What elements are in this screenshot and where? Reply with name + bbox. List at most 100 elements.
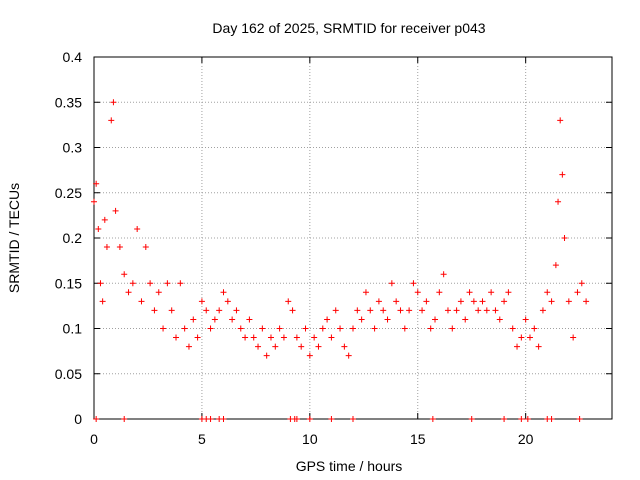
data-point [121, 416, 128, 422]
data-point [358, 316, 365, 323]
data-point [207, 325, 214, 332]
data-point [479, 298, 486, 305]
data-point [293, 416, 300, 422]
data-point [350, 416, 356, 422]
data-point [570, 334, 577, 341]
y-tick-label: 0.25 [55, 185, 82, 201]
data-point [328, 416, 335, 422]
data-point [116, 244, 123, 251]
data-point [250, 334, 257, 341]
data-point [514, 343, 521, 350]
data-point [306, 416, 313, 422]
data-point [552, 262, 559, 269]
data-point [147, 280, 154, 287]
data-point [341, 343, 348, 350]
data-point [168, 307, 175, 314]
data-point [259, 325, 266, 332]
data-point [432, 316, 439, 323]
data-point [276, 325, 283, 332]
data-point [436, 289, 443, 296]
data-point [526, 334, 533, 341]
data-point [345, 352, 352, 359]
x-tick-label: 0 [90, 431, 98, 447]
data-point [354, 307, 361, 314]
grid-lines [94, 57, 612, 419]
data-point [583, 298, 590, 305]
y-tick-label: 0.1 [63, 321, 83, 337]
x-tick-label: 20 [518, 431, 534, 447]
x-tick-label: 5 [198, 431, 206, 447]
data-point [440, 271, 447, 278]
data-point [91, 198, 97, 205]
data-point [293, 334, 300, 341]
data-point [263, 352, 270, 359]
data-point [388, 280, 395, 287]
data-point [468, 416, 475, 422]
data-point [177, 280, 184, 287]
data-point [224, 298, 231, 305]
data-point [555, 198, 562, 205]
data-point [522, 316, 529, 323]
y-tick-label: 0.15 [55, 275, 82, 291]
data-point [501, 298, 508, 305]
y-tick-label: 0 [74, 411, 82, 427]
data-point [524, 416, 531, 422]
data-point [185, 343, 192, 350]
data-point [544, 289, 551, 296]
data-point [207, 416, 214, 422]
data-point [505, 289, 512, 296]
data-point [548, 298, 555, 305]
data-point [108, 117, 115, 124]
data-point [509, 325, 516, 332]
data-point [565, 298, 572, 305]
data-point [289, 307, 296, 314]
data-point [488, 289, 495, 296]
data-point [298, 343, 305, 350]
data-point [237, 325, 244, 332]
data-point [429, 416, 436, 422]
data-point [449, 325, 456, 332]
data-point [242, 334, 249, 341]
data-point [255, 343, 262, 350]
data-point [350, 325, 356, 332]
data-point [220, 416, 227, 422]
x-tick-label: 10 [302, 431, 318, 447]
data-point [410, 280, 417, 287]
data-point [306, 352, 313, 359]
x-tick-label: 15 [410, 431, 426, 447]
data-point [220, 289, 227, 296]
data-point [406, 307, 413, 314]
data-point [518, 416, 525, 422]
data-point [548, 416, 555, 422]
data-point [444, 307, 451, 314]
axis-ticks: 0 0.05 0.1 0.15 0.2 0.25 0.3 0.35 0.4 0 5 10 15 20 [55, 49, 612, 447]
data-point [112, 207, 119, 214]
data-point [324, 316, 331, 323]
data-point [164, 280, 171, 287]
data-point [129, 280, 136, 287]
data-point [311, 334, 318, 341]
y-tick-label: 0.3 [63, 140, 83, 156]
data-point [280, 334, 287, 341]
chart-title: Day 162 of 2025, SRMTID for receiver p04… [212, 20, 485, 36]
data-point [99, 298, 106, 305]
data-point [462, 316, 469, 323]
data-point [285, 298, 292, 305]
data-point [101, 216, 108, 223]
data-point [332, 307, 339, 314]
data-point [315, 343, 322, 350]
data-point [375, 298, 382, 305]
data-point [319, 325, 326, 332]
y-tick-label: 0.4 [63, 49, 83, 65]
data-point [371, 325, 378, 332]
data-point [138, 298, 145, 305]
data-point [246, 316, 253, 323]
data-point [121, 271, 128, 278]
data-point [97, 280, 104, 287]
y-tick-label: 0.05 [55, 366, 82, 382]
data-point [267, 334, 274, 341]
data-point [483, 307, 490, 314]
data-point [574, 289, 581, 296]
y-tick-label: 0.35 [55, 94, 82, 110]
